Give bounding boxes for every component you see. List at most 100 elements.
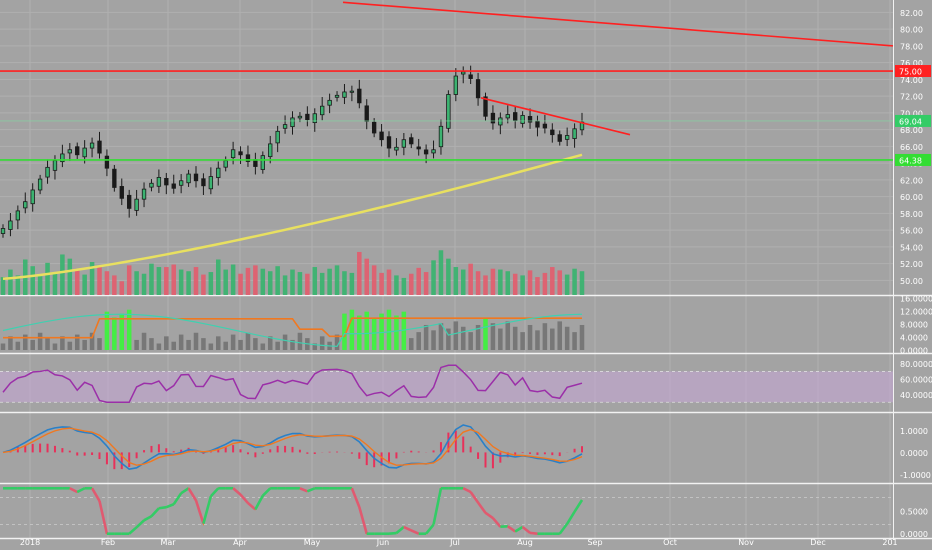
volume-bar [512, 273, 518, 295]
volume-bar [305, 273, 310, 295]
candle-body [371, 121, 377, 134]
volume-indicator-bar [453, 321, 459, 350]
macd-histogram-bar [336, 451, 339, 453]
volume-bar [134, 271, 139, 295]
candle-body [171, 183, 176, 189]
macd-histogram-bar [543, 452, 546, 455]
price-axis-label: 74.00 [900, 76, 923, 85]
candle-body [45, 166, 50, 178]
volume-indicator-bar [164, 336, 169, 350]
volume-bar [52, 272, 58, 295]
volume-bar [275, 266, 280, 295]
stoch-segment [425, 523, 435, 535]
volume-bar [126, 265, 132, 295]
volume-indicator-bar [282, 334, 288, 350]
stoch-segment [76, 487, 86, 494]
macd-histogram-bar [53, 445, 56, 453]
volume-indicator-bar [22, 334, 28, 350]
volume-indicator-bar [483, 317, 488, 350]
stoch-segment [254, 495, 264, 511]
volume-indicator-bar [82, 339, 87, 350]
volume-indicator-bar [312, 343, 318, 350]
candle-body [149, 182, 154, 188]
volume-bar [141, 273, 147, 295]
macd-histogram-bar [484, 452, 487, 468]
candle-body [268, 143, 273, 158]
stoch-segment [194, 499, 205, 525]
volume-indicator-bar [408, 338, 414, 350]
candle-body [156, 176, 162, 187]
candle-body [535, 120, 540, 128]
rsi-axis-label: 80.0000 [900, 360, 932, 369]
macd-histogram-bar [135, 452, 138, 459]
macd-histogram-bar [380, 452, 383, 466]
volume-bar [371, 265, 377, 295]
macd-histogram-bar [350, 452, 353, 454]
candle-body [178, 180, 184, 186]
macd-histogram-bar [269, 449, 272, 453]
macd-histogram-bar [499, 452, 502, 463]
macd-axis-label: 1.0000 [900, 427, 928, 436]
stoch-segment [573, 499, 584, 513]
candle-body [119, 186, 124, 199]
volume-bar [201, 274, 206, 295]
macd-histogram-bar [506, 452, 509, 458]
candle-body [327, 99, 332, 106]
macd-histogram-bar [454, 430, 457, 453]
volume-bar [15, 275, 21, 295]
stoch-segment [410, 529, 420, 535]
volume-bar [475, 271, 481, 295]
candle-body [527, 116, 533, 123]
candle-body [75, 146, 80, 156]
volume-indicator-bar [431, 330, 436, 350]
volume-bar [357, 251, 362, 295]
volume-bar [193, 267, 199, 295]
volume-indicator-bar [297, 332, 303, 350]
volume-bar [505, 271, 511, 295]
candle-body [461, 71, 466, 75]
stoch-segment [143, 515, 153, 522]
volume-bar [460, 269, 466, 295]
stoch-segment [261, 487, 272, 497]
candle-body [557, 134, 562, 142]
macd-histogram-bar [529, 452, 532, 454]
volume-indicator-bar [141, 332, 147, 350]
volume-indicator-bar [564, 326, 570, 350]
rsi-band [0, 371, 893, 403]
candle-body [275, 130, 280, 144]
x-axis-label: Aug [517, 538, 533, 547]
candle-body [520, 115, 525, 124]
macd-histogram-bar [447, 432, 450, 453]
candle-body [8, 220, 13, 230]
candle-body [127, 194, 132, 209]
rsi-axis-label: 40.0000 [900, 391, 932, 400]
macd-histogram-bar [521, 452, 524, 454]
volume-indicator-bar [371, 317, 377, 350]
candle-body [37, 178, 43, 191]
price-axis-label: 82.00 [900, 9, 923, 18]
macd-histogram-bar [24, 445, 27, 453]
volume-indicator-bar [37, 332, 43, 350]
volume-bar [550, 267, 555, 295]
rsi-axis-label: 60.0000 [900, 376, 932, 385]
stoch-segment [150, 507, 160, 518]
stoch-segment [432, 488, 443, 525]
stoch-segment [69, 487, 78, 494]
volume-bar [542, 272, 548, 295]
volume-indicator-bar [67, 341, 73, 350]
volume-bar [260, 268, 266, 295]
volume-indicator-bar [401, 311, 407, 350]
x-axis-label: Jul [449, 538, 460, 547]
macd-histogram-bar [581, 446, 583, 453]
volume-bar [8, 269, 13, 295]
candle-body [82, 147, 87, 158]
stoch-segment [187, 487, 198, 502]
volume-bar [45, 262, 50, 295]
volume-indicator-bar [52, 343, 58, 350]
macd-axis-label: 0.0000 [900, 449, 928, 458]
candle-body [564, 135, 570, 140]
macd-histogram-bar [105, 452, 108, 465]
volume-indicator-bar [446, 328, 451, 350]
macd-histogram-bar [165, 448, 168, 453]
